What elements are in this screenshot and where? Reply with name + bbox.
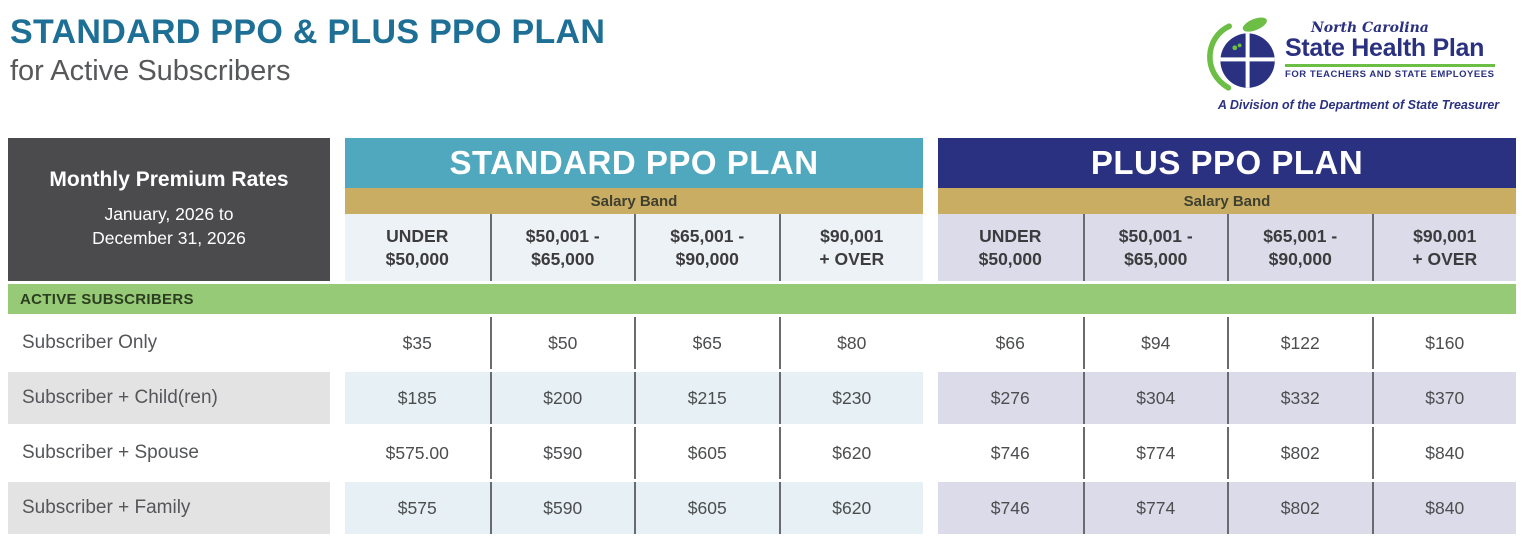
rate-cell: $230: [778, 372, 923, 424]
page-title: STANDARD PPO & PLUS PPO PLAN: [10, 13, 606, 51]
rate-cell: $94: [1082, 317, 1228, 369]
table-row: Subscriber + Child(ren) $185 $200 $215 $…: [8, 372, 1516, 424]
rate-cell: $774: [1082, 427, 1228, 479]
table-row: Subscriber + Family $575 $590 $605 $620 …: [8, 482, 1516, 534]
rate-cell: $746: [990, 442, 1030, 463]
salary-column-header: $90,001 + OVER: [1371, 214, 1516, 281]
salary-column-header: $50,001 - $65,000: [1082, 214, 1227, 281]
table-header: Monthly Premium Rates January, 2026 to D…: [8, 138, 1516, 281]
rate-cell: $35: [402, 332, 432, 353]
rate-cell: $276: [938, 372, 1083, 424]
standard-ppo-plan-header: STANDARD PPO PLAN: [345, 138, 923, 188]
rate-cell: $620: [778, 427, 924, 479]
rate-cell: $332: [1227, 372, 1372, 424]
row-label: Subscriber + Child(ren): [8, 372, 330, 424]
page-header: STANDARD PPO & PLUS PPO PLAN for Active …: [0, 0, 1522, 138]
row-label: Subscriber + Spouse: [22, 442, 199, 463]
row-label: Subscriber Only: [22, 332, 158, 353]
rate-cell: $185: [345, 372, 490, 424]
salary-column-header: $90,001 + OVER: [778, 214, 923, 281]
corner-title: Monthly Premium Rates: [49, 168, 289, 192]
rate-cell: $575: [345, 482, 490, 534]
table-row: Subscriber Only $35 $50 $65 $80 $66 $94 …: [8, 317, 1516, 369]
rate-cell: $590: [489, 427, 635, 479]
rate-cell: $605: [634, 427, 779, 479]
rate-cell: $590: [489, 482, 634, 534]
rate-cell: $200: [489, 372, 634, 424]
salary-column-header: $65,001 - $90,000: [634, 214, 779, 281]
rate-cell: $575.00: [385, 442, 449, 463]
logo-name: State Health Plan: [1285, 34, 1485, 62]
rate-cell: $50: [489, 317, 635, 369]
salary-column-header: UNDER $50,000: [345, 214, 490, 281]
corner-period: January, 2026 to December 31, 2026: [92, 204, 246, 248]
row-label: Subscriber + Family: [8, 482, 330, 534]
salary-column-header: UNDER $50,000: [938, 214, 1083, 281]
rate-cell: $65: [634, 317, 779, 369]
rate-cell: $160: [1371, 317, 1517, 369]
rate-cell: $802: [1227, 482, 1372, 534]
salary-column-header: $50,001 - $65,000: [489, 214, 634, 281]
salary-column-header: $65,001 - $90,000: [1227, 214, 1372, 281]
plus-ppo-plan-header: PLUS PPO PLAN: [938, 138, 1516, 188]
rate-cell: $605: [634, 482, 779, 534]
apple-logo-icon: [1207, 17, 1275, 91]
plus-salary-band-bar: Salary Band: [938, 188, 1516, 214]
rate-cell: $840: [1371, 427, 1517, 479]
rate-cell: $774: [1082, 482, 1227, 534]
rate-cell: $215: [634, 372, 779, 424]
rate-cell: $840: [1371, 482, 1516, 534]
logo-division-line: A Division of the Department of State Tr…: [1217, 98, 1500, 112]
logo-tagline: FOR TEACHERS AND STATE EMPLOYEES: [1285, 68, 1495, 80]
rate-cell: $620: [778, 482, 923, 534]
page-subtitle: for Active Subscribers: [10, 55, 291, 88]
rate-cell: $802: [1227, 427, 1372, 479]
premium-rates-table: Monthly Premium Rates January, 2026 to D…: [8, 138, 1516, 534]
rate-cell: $304: [1082, 372, 1227, 424]
rate-cell: $122: [1227, 317, 1372, 369]
corner-header: Monthly Premium Rates January, 2026 to D…: [8, 138, 330, 281]
logo-text: North Carolina State Health Plan FOR TEA…: [1285, 15, 1495, 80]
standard-salary-band-bar: Salary Band: [345, 188, 923, 214]
state-health-plan-logo: North Carolina State Health Plan FOR TEA…: [1201, 15, 1516, 112]
logo-green-rule: [1285, 63, 1495, 67]
logo-region: North Carolina: [1311, 20, 1429, 36]
title-block: STANDARD PPO & PLUS PPO PLAN for Active …: [10, 13, 605, 88]
rate-cell: $746: [938, 482, 1083, 534]
rate-cell: $80: [778, 317, 924, 369]
rate-cell: $66: [995, 332, 1025, 353]
active-subscribers-bar: ACTIVE SUBSCRIBERS: [8, 284, 1516, 314]
table-row: Subscriber + Spouse $575.00 $590 $605 $6…: [8, 427, 1516, 479]
rate-cell: $370: [1371, 372, 1516, 424]
